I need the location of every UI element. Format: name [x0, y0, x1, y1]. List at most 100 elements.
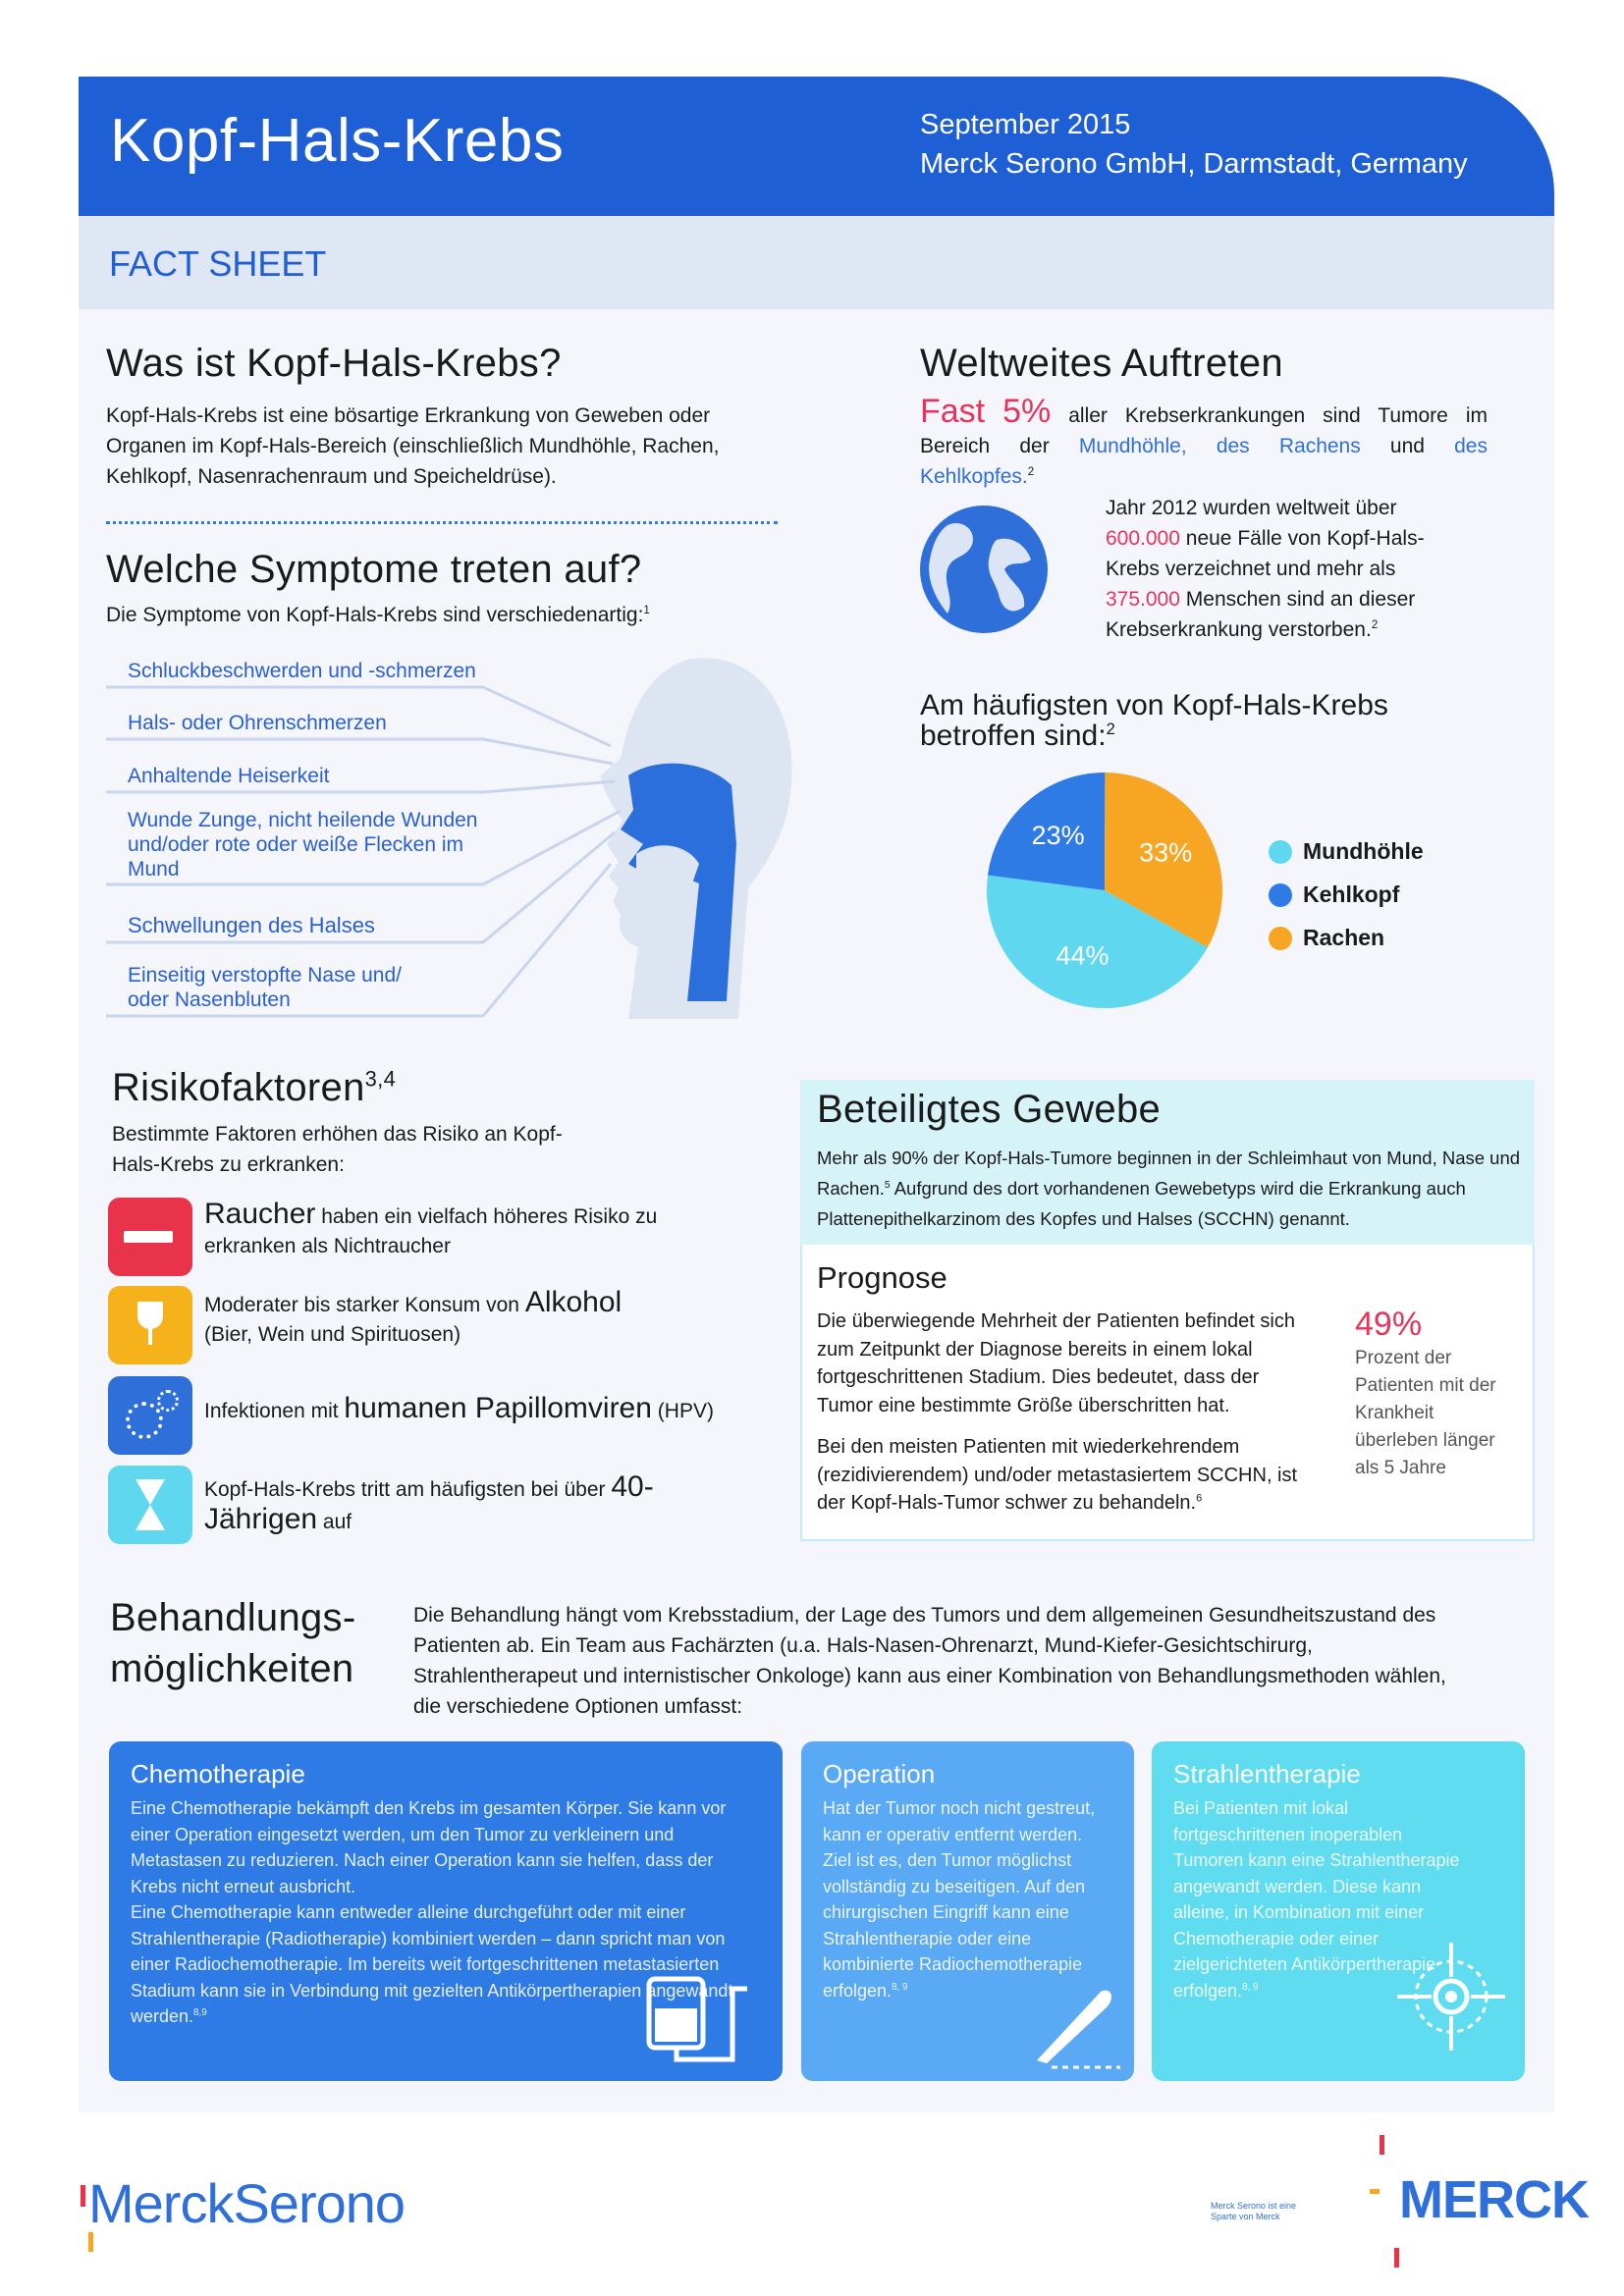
target-dot: [1445, 1991, 1457, 2002]
risk-item: Infektionen mit humanen Papillomviren (H…: [204, 1394, 754, 1426]
section-title: möglichkeiten: [110, 1647, 354, 1690]
option-text: Eine Chemotherapie bekämpft den Krebs im…: [131, 1798, 727, 1896]
hourglass-icon: [108, 1466, 192, 1544]
paragraph: Bei den meisten Patienten mit wiederkehr…: [817, 1433, 1327, 1518]
header-company: Merck Serono GmbH, Darmstadt, Germany: [920, 148, 1468, 180]
pie-title: Am häufigsten von Kopf-Hals-Krebs betrof…: [920, 690, 1411, 751]
text: Risikofaktoren: [112, 1066, 365, 1109]
text: (HPV): [657, 1400, 714, 1422]
highlight: Alkohol: [524, 1286, 623, 1318]
prognosis-box: [800, 1245, 1535, 1541]
text: Moderater bis starker Konsum von: [204, 1294, 519, 1316]
text: Bei Patienten mit lokal fortgeschrittene…: [1173, 1798, 1460, 2001]
section-title: Welche Symptome treten auf?: [106, 548, 642, 591]
paragraph: Bestimmte Faktoren erhöhen das Risiko an…: [112, 1123, 563, 1176]
highlight: Fast: [920, 393, 986, 430]
reference: 2: [1371, 619, 1379, 631]
text: Aufgrund des dort vorhandenen Gewebetyps…: [817, 1178, 1466, 1229]
symptom-item: Anhaltende Heiserkeit: [128, 765, 330, 787]
text: aller Krebserkrankungen sind Tumore im B…: [920, 404, 1488, 457]
symptom-item: Hals- oder Ohrenschmerzen: [128, 712, 387, 734]
smoking-icon: [108, 1198, 192, 1276]
text: und: [1389, 435, 1425, 457]
footer-note: Merck Serono ist eine Sparte von Merck: [1211, 2201, 1297, 2221]
text: Eine Chemotherapie kann entweder alleine…: [131, 1902, 733, 2026]
brand-mark: [1380, 2135, 1384, 2155]
symptom-item: Wunde Zunge, nicht heilende Wunden und/o…: [128, 809, 478, 881]
paragraph: Kopf-Hals-Krebs ist eine bösartige Erkra…: [106, 404, 720, 488]
section-title: Risikofaktoren3,4: [112, 1066, 396, 1110]
brand-mark: [1370, 2189, 1380, 2194]
header-date: September 2015: [920, 109, 1131, 140]
target-center: [1433, 1978, 1470, 2015]
dotted-divider: [106, 521, 778, 524]
symptom-item: Einseitig verstopfte Nase und/ oder Nase…: [128, 964, 402, 1011]
text: Infektionen mit: [204, 1400, 339, 1422]
prognosis-stat: 49%: [1355, 1306, 1423, 1343]
paragraph: Die Symptome von Kopf-Hals-Krebs sind ve…: [106, 600, 650, 630]
text: Bei den meisten Patienten mit wiederkehr…: [817, 1436, 1298, 1514]
option-text: Bei Patienten mit lokal fortgeschrittene…: [1173, 1795, 1468, 2003]
section-title: Prognose: [817, 1260, 947, 1295]
highlight: 40-Jährigen: [204, 1470, 654, 1535]
fluid: [655, 2008, 697, 2042]
continents: [929, 522, 1031, 614]
virus: [157, 1390, 179, 1412]
option-title: Chemotherapie: [131, 1759, 305, 1789]
option-text: Hat der Tumor noch nicht gestreut, kann …: [823, 1795, 1108, 2003]
globe-icon: [920, 506, 1048, 633]
legend-label: Mundhöhle: [1303, 838, 1424, 864]
text: Kopf-Hals-Krebs tritt am häufigsten bei …: [204, 1478, 606, 1501]
prognosis-stat-text: Prozent der Patienten mit der Krankheit …: [1355, 1348, 1496, 1478]
link-text: des Kehlkopfes.: [920, 435, 1488, 488]
text: (Bier, Wein und Spirituosen): [204, 1323, 461, 1346]
section-title: Beteiligtes Gewebe: [817, 1088, 1162, 1131]
paragraph: Mehr als 90% der Kopf-Hals-Tumore beginn…: [817, 1143, 1529, 1234]
paragraph: Jahr 2012 wurden weltweit über 600.000 n…: [1106, 493, 1459, 645]
infusion-icon: [646, 1976, 747, 2062]
legend-swatch: [1269, 883, 1292, 907]
brand-mark: [81, 2185, 85, 2207]
section-title: Weltweites Auftreten: [920, 342, 1283, 385]
alcohol-icon: [108, 1286, 192, 1364]
highlight: Raucher: [204, 1198, 316, 1230]
virus: [126, 1402, 163, 1439]
reference: 6: [1196, 1492, 1203, 1505]
text: Hat der Tumor noch nicht gestreut, kann …: [823, 1798, 1096, 2001]
reference: 5: [884, 1179, 891, 1191]
subtitle-band: [79, 216, 1554, 309]
text: haben ein vielfach höheres Risiko zu erk…: [204, 1205, 658, 1257]
brand-mark: [88, 2232, 93, 2252]
legend-swatch: [1269, 927, 1292, 950]
text: Jahr 2012 wurden weltweit über: [1106, 497, 1397, 519]
crosshair: [1397, 1943, 1505, 2051]
reference: 3,4: [364, 1066, 397, 1092]
text: neue Fälle von Kopf-Hals-Krebs verzeichn…: [1106, 527, 1425, 580]
logo-merck-serono: MerckSerono: [88, 2172, 406, 2234]
highlight: 600.000: [1106, 527, 1180, 550]
option-card: Operation Hat der Tumor noch nicht gestr…: [801, 1741, 1134, 2081]
page-title: Kopf-Hals-Krebs: [110, 107, 565, 175]
section-title: Behandlungs-: [110, 1596, 356, 1639]
intro-text: Die Symptome von Kopf-Hals-Krebs sind ve…: [106, 604, 644, 626]
risk-item: Moderater bis starker Konsum von Alkohol…: [204, 1288, 676, 1350]
glass-stem: [148, 1329, 152, 1345]
reference: 8,9: [193, 2007, 207, 2018]
text: auf: [322, 1511, 352, 1533]
virus-icon: [108, 1376, 192, 1455]
hourglass: [135, 1505, 165, 1530]
tube: [674, 1986, 747, 2062]
option-title: Strahlentherapie: [1173, 1759, 1361, 1789]
risk-item: Kopf-Hals-Krebs tritt am häufigsten bei …: [204, 1472, 656, 1537]
scalpel-icon: [1037, 1990, 1120, 2069]
text: Am häufigsten von Kopf-Hals-Krebs betrof…: [920, 689, 1388, 752]
section-title: Was ist Kopf-Hals-Krebs?: [106, 342, 562, 385]
paragraph: Fast 5% aller Krebserkrankungen sind Tum…: [920, 395, 1488, 492]
fact-sheet-label: FACT SHEET: [109, 243, 327, 284]
reference: 2: [1027, 466, 1035, 478]
text: Menschen sind an dieser Krebserkrankung …: [1106, 588, 1416, 641]
legend-label: Kehlkopf: [1303, 881, 1400, 907]
legend-label: Rachen: [1303, 925, 1385, 950]
